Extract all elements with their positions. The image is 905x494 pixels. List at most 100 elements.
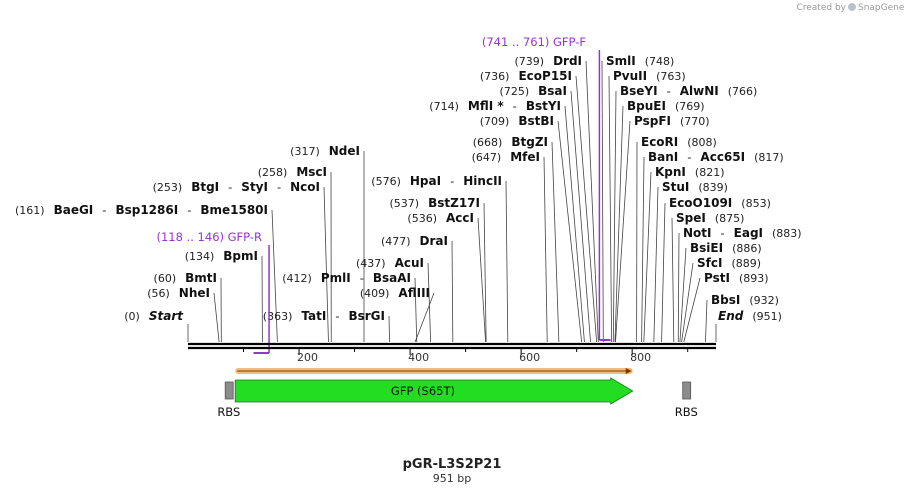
enzyme-position: (889) [731,257,761,270]
enzyme-separator: - [667,84,671,98]
cut-site-line [477,217,486,343]
enzyme-name[interactable]: DraI [420,234,448,248]
cut-site-line [427,262,432,343]
enzyme-name[interactable]: Acc65I [700,150,745,164]
enzyme-position: (725) [500,85,530,98]
enzyme-name[interactable]: SfcI [697,256,722,270]
enzyme-name[interactable]: EagI [734,226,763,240]
cut-site-line [388,315,390,343]
enzyme-position: (536) [407,212,437,225]
cut-site-line [683,277,701,343]
enzyme-position: (817) [754,151,784,164]
enzyme-name[interactable]: TatI [301,309,326,323]
cut-site-line [543,156,548,343]
enzyme-name[interactable]: BsaI [538,84,567,98]
rbs-feature[interactable] [224,381,234,400]
enzyme-name[interactable]: PmlI [321,271,351,285]
created-by-text: Created by [796,3,846,13]
enzyme-name[interactable]: AccI [446,211,474,225]
primer-label-gfp-f[interactable]: (741 .. 761) GFP-F [482,35,586,49]
enzyme-position: (739) [514,55,544,68]
enzyme-name[interactable]: BstYI [526,99,561,113]
enzyme-name[interactable]: EcoRI [641,135,678,149]
cut-site-line [601,60,604,343]
enzyme-name[interactable]: MfeI [510,150,540,164]
enzyme-position: (537) [390,197,420,210]
enzyme-name[interactable]: BpmI [223,249,258,263]
gfp-cds-arrow[interactable] [234,377,634,405]
enzyme-name[interactable]: EcoP15I [518,69,572,83]
cut-site-line [653,186,659,343]
enzyme-separator: - [360,271,364,285]
enzyme-name[interactable]: AlwNI [680,84,719,98]
enzyme-separator: - [187,203,191,217]
enzyme-name[interactable]: HincII [463,174,502,188]
enzyme-name[interactable]: BbsI [711,293,740,307]
ruler-tick-label: 400 [408,351,429,364]
enzyme-name[interactable]: EcoO109I [669,196,732,210]
enzyme-name[interactable]: BsaAI [373,271,411,285]
enzyme-name[interactable]: MscI [296,165,327,179]
cut-site-line [585,60,599,343]
enzyme-name[interactable]: PstI [704,271,730,285]
enzyme-name[interactable]: StuI [662,180,689,194]
map-length: 951 bp [433,472,471,485]
enzyme-name[interactable]: KpnI [655,165,686,179]
enzyme-name[interactable]: BstBI [518,114,554,128]
enzyme-name[interactable]: NotI [683,226,712,240]
enzyme-name[interactable]: SmlI [606,54,636,68]
enzyme-name[interactable]: NheI [179,286,210,300]
enzyme-name[interactable]: PspFI [634,114,671,128]
enzyme-name[interactable]: Bme1580I [200,203,268,217]
cut-site-line [505,180,509,343]
enzyme-position: (258) [258,166,288,179]
enzyme-name[interactable]: HpaI [410,174,441,188]
ruler-tick-label: 600 [519,351,540,364]
enzyme-position: (886) [732,242,762,255]
features: RBS GFP (S65T) RBS [217,368,698,419]
enzyme-name[interactable]: BseYI [620,84,658,98]
ruler-tick-label: 800 [630,351,651,364]
enzyme-name[interactable]: AcuI [395,256,424,270]
cut-site-line [451,240,454,343]
cut-site-line [614,105,624,343]
enzyme-separator: - [513,99,517,113]
enzyme-name[interactable]: SpeI [676,211,706,225]
enzyme-position: (769) [675,100,705,113]
enzyme-name[interactable]: BanI [648,150,678,164]
enzyme-position: (647) [472,151,502,164]
rbs-label: RBS [217,405,240,419]
enzyme-name[interactable]: BsiEI [690,241,723,255]
enzyme-name[interactable]: NdeI [329,144,360,158]
enzyme-position: (748) [645,55,675,68]
enzyme-name[interactable]: AflIII [398,286,430,300]
enzyme-name[interactable]: Bsp1286I [115,203,178,217]
enzyme-position: (853) [741,197,771,210]
enzyme-name[interactable]: BstZ17I [428,196,480,210]
enzyme-name[interactable]: Start [149,309,184,323]
enzyme-name[interactable]: BaeGI [54,203,94,217]
enzyme-name[interactable]: BpuEI [627,99,666,113]
enzyme-name[interactable]: BtgZI [511,135,548,149]
enzyme-name[interactable]: PvuII [613,69,647,83]
enzyme-position: (766) [728,85,758,98]
enzyme-name[interactable]: BsrGI [348,309,385,323]
enzyme-name[interactable]: DrdI [553,54,582,68]
enzyme-name[interactable]: End [718,309,744,323]
ruler-tick-label: 200 [297,351,318,364]
enzyme-name[interactable]: MflI * [468,99,504,113]
enzyme-name[interactable]: NcoI [290,180,320,194]
enzyme-position: (763) [656,70,686,83]
primer-label-gfp-r[interactable]: (118 .. 146) GFP-R [157,230,263,244]
rbs-feature[interactable] [682,381,692,400]
enzyme-separator: - [450,174,454,188]
enzyme-name[interactable]: BmtI [185,271,217,285]
enzyme-name[interactable]: BtgI [191,180,219,194]
enzyme-position: (409) [360,287,390,300]
cut-site-lines [187,60,717,343]
dna-backbone [188,342,716,350]
enzyme-name[interactable]: StyI [241,180,268,194]
orf-arrowhead [625,368,632,374]
enzyme-position: (875) [715,212,745,225]
cut-site-line [681,262,694,343]
